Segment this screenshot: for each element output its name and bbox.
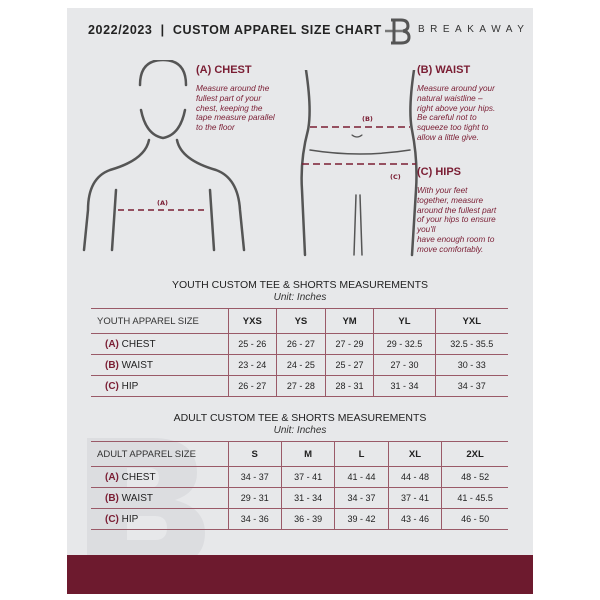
size-header: YXL xyxy=(434,308,508,334)
table-cell: 31 - 34 xyxy=(373,375,436,397)
footer-band xyxy=(67,555,533,594)
hips-heading: (C) HIPS xyxy=(417,166,461,178)
table-cell: 41 - 45.5 xyxy=(441,487,508,509)
table-cell: 31 - 34 xyxy=(280,487,335,509)
waist-heading: (B) WAIST xyxy=(417,64,471,76)
table-cell: 39 - 42 xyxy=(334,508,389,530)
table-cell: 46 - 50 xyxy=(441,508,508,530)
table-cell: 26 - 27 xyxy=(276,333,326,355)
chest-heading: (A) CHEST xyxy=(196,64,252,76)
youth-size-table: YOUTH APPAREL SIZE YXS YS YM YL YXL (A) CHEST 2… xyxy=(91,308,508,397)
table-row: (B) WAIST 23 - 24 24 - 25 25 - 27 27 - 30 30 … xyxy=(91,354,508,376)
measurement-label: (C) HIP xyxy=(91,375,228,397)
table-cell: 25 - 27 xyxy=(324,354,374,376)
table-cell: 29 - 31 xyxy=(227,487,282,509)
marker-a: (A) xyxy=(157,199,168,207)
table-cell: 43 - 46 xyxy=(387,508,442,530)
size-header: YS xyxy=(276,308,326,334)
table-cell: 32.5 - 35.5 xyxy=(434,333,508,355)
measurement-label: (B) WAIST xyxy=(91,487,228,509)
table-cell: 27 - 30 xyxy=(373,354,436,376)
measurement-name: WAIST xyxy=(121,492,153,504)
table-header-row: ADULT APPAREL SIZE S M L XL 2XL xyxy=(91,441,508,467)
size-label-header: ADULT APPAREL SIZE xyxy=(91,441,228,467)
measurement-name: WAIST xyxy=(121,359,153,371)
measurement-name: CHEST xyxy=(121,338,156,350)
table-header-row: YOUTH APPAREL SIZE YXS YS YM YL YXL xyxy=(91,308,508,334)
measurement-label: (A) CHEST xyxy=(91,466,228,488)
measurement-name: HIP xyxy=(121,380,139,392)
size-header: XL xyxy=(387,441,442,467)
table-cell: 34 - 37 xyxy=(227,466,282,488)
measurement-code: (C) xyxy=(105,513,119,525)
measurement-code: (A) xyxy=(105,471,119,483)
table-cell: 27 - 29 xyxy=(324,333,374,355)
adult-size-table: ADULT APPAREL SIZE S M L XL 2XL (A) CHEST 34 - … xyxy=(91,441,508,530)
breakaway-logo-icon xyxy=(385,18,411,45)
table-cell: 36 - 39 xyxy=(280,508,335,530)
size-header: L xyxy=(334,441,389,467)
marker-b: (B) xyxy=(362,115,373,123)
measurement-label: (B) WAIST xyxy=(91,354,228,376)
upper-body-figure xyxy=(82,60,246,252)
table-cell: 29 - 32.5 xyxy=(373,333,436,355)
table-row: (C) HIP 26 - 27 27 - 28 28 - 31 31 - 34 34 - … xyxy=(91,375,508,397)
table-row: (B) WAIST 29 - 31 31 - 34 34 - 37 37 - 41 41 … xyxy=(91,487,508,509)
measurement-code: (C) xyxy=(105,380,119,392)
measurement-name: HIP xyxy=(121,513,139,525)
table-cell: 34 - 36 xyxy=(227,508,282,530)
measurement-label: (A) CHEST xyxy=(91,333,228,355)
table-cell: 27 - 28 xyxy=(276,375,326,397)
table-cell: 26 - 27 xyxy=(227,375,277,397)
table-cell: 34 - 37 xyxy=(434,375,508,397)
youth-table-title: YOUTH CUSTOM TEE & SHORTS MEASUREMENTS xyxy=(171,279,429,291)
measurement-name: CHEST xyxy=(121,471,156,483)
table-cell: 34 - 37 xyxy=(334,487,389,509)
table-cell: 37 - 41 xyxy=(280,466,335,488)
size-label-header: YOUTH APPAREL SIZE xyxy=(91,308,228,334)
page-title: 2022/2023 | CUSTOM APPAREL SIZE CHART xyxy=(88,23,382,37)
lower-body-figure xyxy=(300,70,418,257)
size-header: YL xyxy=(373,308,436,334)
measurement-code: (B) xyxy=(105,492,119,504)
table-cell: 48 - 52 xyxy=(441,466,508,488)
adult-table-title: ADULT CUSTOM TEE & SHORTS MEASUREMENTS xyxy=(173,412,427,424)
table-cell: 41 - 44 xyxy=(334,466,389,488)
table-cell: 28 - 31 xyxy=(324,375,374,397)
table-cell: 23 - 24 xyxy=(227,354,277,376)
hips-description: With your feet together, measure around … xyxy=(417,186,497,254)
table-cell: 30 - 33 xyxy=(434,354,508,376)
brand-name: BREAKAWAY xyxy=(418,24,530,35)
size-header: YXS xyxy=(227,308,277,334)
table-cell: 25 - 26 xyxy=(227,333,277,355)
table-cell: 44 - 48 xyxy=(387,466,442,488)
size-header: 2XL xyxy=(441,441,508,467)
table-cell: 37 - 41 xyxy=(387,487,442,509)
table-row: (C) HIP 34 - 36 36 - 39 39 - 42 43 - 46 46 - … xyxy=(91,508,508,530)
waist-description: Measure around your natural waistline – … xyxy=(417,84,496,142)
adult-table-unit: Unit: Inches xyxy=(273,425,327,436)
measurement-label: (C) HIP xyxy=(91,508,228,530)
table-cell: 24 - 25 xyxy=(276,354,326,376)
chest-description: Measure around the fullest part of your … xyxy=(196,84,275,133)
size-header: YM xyxy=(324,308,374,334)
measurement-code: (B) xyxy=(105,359,119,371)
measurement-code: (A) xyxy=(105,338,119,350)
table-row: (A) CHEST 25 - 26 26 - 27 27 - 29 29 - 32.5 3… xyxy=(91,333,508,355)
size-header: S xyxy=(227,441,282,467)
table-row: (A) CHEST 34 - 37 37 - 41 41 - 44 44 - 48 48 … xyxy=(91,466,508,488)
size-header: M xyxy=(280,441,335,467)
marker-c: (C) xyxy=(390,173,401,181)
youth-table-unit: Unit: Inches xyxy=(273,292,327,303)
